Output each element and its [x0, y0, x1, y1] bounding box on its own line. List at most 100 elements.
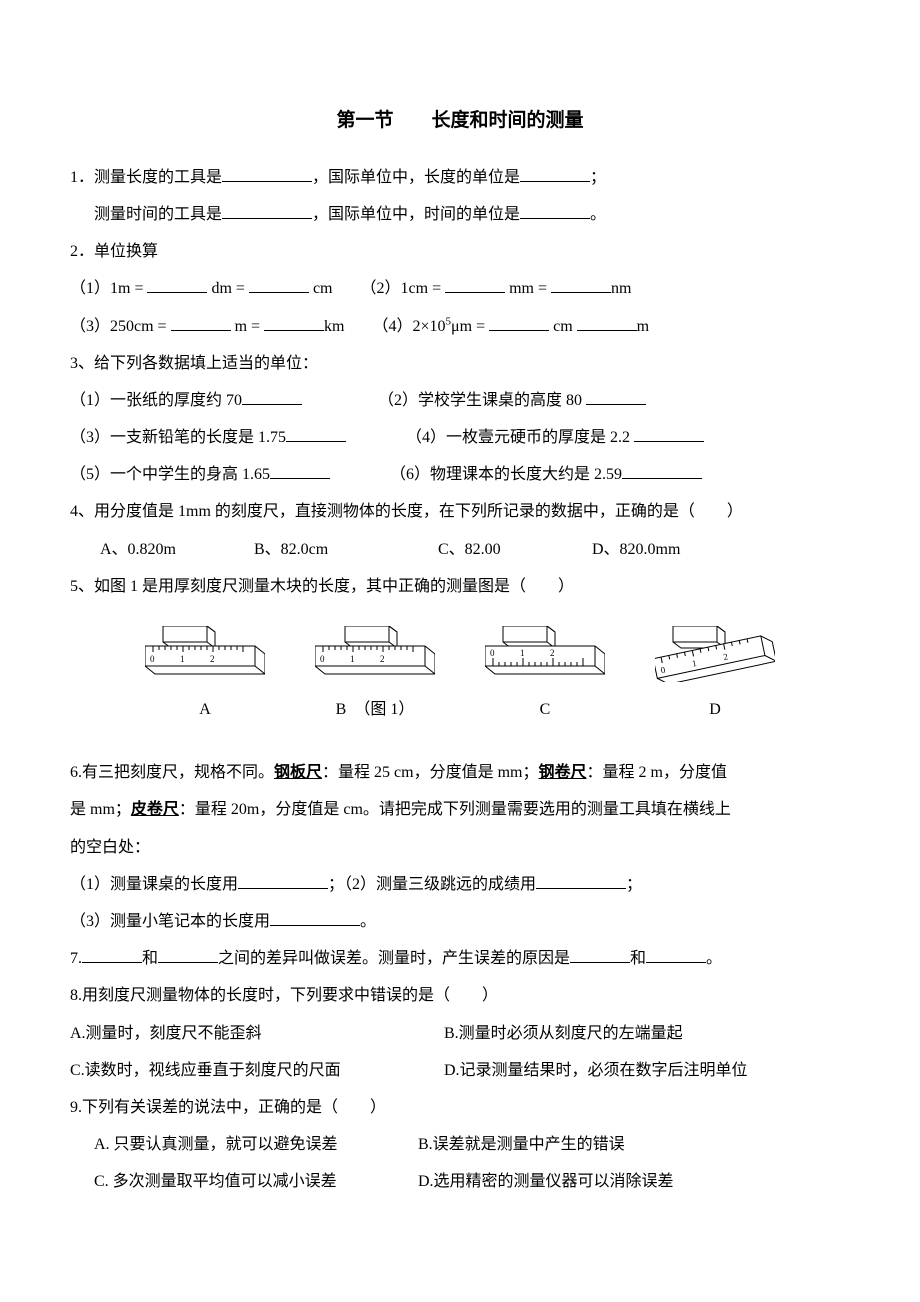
figure-c: 012: [485, 626, 605, 682]
fig-label-c: C: [485, 692, 605, 727]
q2-i1-mid: dm =: [211, 280, 244, 297]
q2-header: 2．单位换算: [70, 234, 850, 269]
q4-b: B、82.0cm: [254, 532, 434, 567]
q1-line1: 1．测量长度的工具是，国际单位中，长度的单位是；: [70, 160, 850, 195]
blank: [520, 218, 590, 219]
q6-p1b: ：量程 25 cm，分度值是 mm；: [322, 764, 538, 781]
q2-i3-mid: m =: [235, 318, 260, 335]
q2-row2: （3）250cm = m = km （4）2×105μm = cm m: [70, 309, 850, 344]
q1-l2-mid: ，国际单位中，时间的单位是: [312, 206, 520, 223]
q6-p1a: 6.有三把刻度尺，规格不同。: [70, 764, 274, 781]
blank: [646, 962, 706, 963]
ruler-d-svg: 012: [655, 626, 775, 682]
blank: [222, 218, 312, 219]
blank: [238, 888, 328, 889]
blank: [158, 962, 218, 963]
q3-i2: （2）学校学生课桌的高度 80: [386, 392, 582, 409]
q6-i2-end: ；: [626, 876, 642, 893]
q9-row2: C. 多次测量取平均值可以减小误差 D.选用精密的测量仪器可以消除误差: [70, 1164, 850, 1199]
q4-d: D、820.0mm: [592, 532, 680, 567]
q3-header: 3、给下列各数据填上适当的单位：: [70, 346, 850, 381]
figure-d: 012: [655, 626, 775, 682]
ruler-b-svg: 0 1 2: [315, 626, 435, 682]
svg-text:1: 1: [350, 654, 355, 664]
ruler-c-svg: 012: [485, 626, 605, 682]
q9-a: A. 只要认真测量，就可以避免误差: [94, 1127, 414, 1162]
svg-text:2: 2: [380, 654, 385, 664]
q6-line1: 6.有三把刻度尺，规格不同。钢板尺：量程 25 cm，分度值是 mm；钢卷尺：量…: [70, 755, 850, 790]
svg-text:0: 0: [320, 654, 325, 664]
blank: [586, 404, 646, 405]
q8-c: C.读数时，视线应垂直于刻度尺的尺面: [70, 1053, 440, 1088]
q8-row1: A.测量时，刻度尺不能歪斜 B.测量时必须从刻度尺的左端量起: [70, 1016, 850, 1051]
blank: [82, 962, 142, 963]
q2-i3-end: km: [324, 318, 344, 335]
q7-m3: 和: [630, 950, 646, 967]
q6-line2: 是 mm；皮卷尺：量程 20m，分度值是 cm。请把完成下列测量需要选用的测量工…: [70, 792, 850, 827]
q3-i6: （6）物理课本的长度大约是 2.59: [398, 466, 622, 483]
blank: [249, 292, 309, 293]
blank: [445, 292, 505, 293]
q4-c: C、82.00: [438, 532, 588, 567]
q4-text: 4、用分度值是 1mm 的刻度尺，直接测物体的长度，在下列所记录的数据中，正确的…: [70, 494, 850, 529]
blank: [634, 441, 704, 442]
q2-i4-unit: μm =: [451, 318, 485, 335]
q6-line3: 的空白处：: [70, 830, 850, 865]
fig-label-b: B （图 1）: [315, 692, 435, 727]
figure-labels: A B （图 1） C D: [70, 692, 850, 727]
q8-b: B.测量时必须从刻度尺的左端量起: [444, 1016, 683, 1051]
q6-line5: （3）测量小笔记本的长度用。: [70, 904, 850, 939]
q7-line: 7. 和 之间的差异叫做误差。测量时，产生误差的原因是 和 。: [70, 941, 850, 976]
q6-i1: （1）测量课桌的长度用: [70, 876, 238, 893]
q1-l2-pre: 测量时间的工具是: [94, 206, 222, 223]
q1-l1-end: ；: [590, 169, 606, 186]
q2-i2-pre: （2）1cm =: [369, 280, 442, 297]
page-title: 第一节 长度和时间的测量: [70, 100, 850, 142]
svg-text:1: 1: [520, 648, 525, 658]
ruler-a-svg: 012: [145, 626, 265, 682]
figure-b: 0 1 2: [315, 626, 435, 682]
svg-text:2: 2: [550, 648, 555, 658]
blank: [520, 181, 590, 182]
blank: [536, 888, 626, 889]
q9-b: B.误差就是测量中产生的错误: [418, 1127, 625, 1162]
q3-i5: （5）一个中学生的身高 1.65: [70, 466, 270, 483]
blank: [222, 181, 312, 182]
q7-m2: 之间的差异叫做误差。测量时，产生误差的原因是: [218, 950, 570, 967]
q6-i2: （2）测量三级跳远的成绩用: [344, 876, 536, 893]
q8-d: D.记录测量结果时，必须在数字后注明单位: [444, 1053, 748, 1088]
blank: [551, 292, 611, 293]
svg-text:1: 1: [180, 654, 185, 664]
q5-text: 5、如图 1 是用厚刻度尺测量木块的长度，其中正确的测量图是（ ）: [70, 569, 850, 604]
q3-row1: （1）一张纸的厚度约 70 （2）学校学生课桌的高度 80: [70, 383, 850, 418]
q6-s2: 钢卷尺: [538, 764, 586, 781]
fig-label-d: D: [655, 692, 775, 727]
q9-text: 9.下列有关误差的说法中，正确的是（ ）: [70, 1090, 850, 1125]
q2-i4-mid: cm: [553, 318, 573, 335]
q9-row1: A. 只要认真测量，就可以避免误差 B.误差就是测量中产生的错误: [70, 1127, 850, 1162]
svg-text:2: 2: [210, 654, 215, 664]
blank: [171, 330, 231, 331]
blank: [577, 330, 637, 331]
figure-a: 012: [145, 626, 265, 682]
q2-i2-mid: mm =: [509, 280, 547, 297]
q2-row1: （1）1m = dm = cm （2）1cm = mm = nm: [70, 271, 850, 306]
blank: [270, 478, 330, 479]
q6-s1: 钢板尺: [274, 764, 322, 781]
q1-l1-mid: ，国际单位中，长度的单位是: [312, 169, 520, 186]
q9-c: C. 多次测量取平均值可以减小误差: [94, 1164, 414, 1199]
q3-i3: （3）一支新铅笔的长度是 1.75: [70, 429, 286, 446]
q3-row2: （3）一支新铅笔的长度是 1.75 （4）一枚壹元硬币的厚度是 2.2: [70, 420, 850, 455]
q7-pre: 7.: [70, 950, 82, 967]
blank: [489, 330, 549, 331]
q2-i2-end: nm: [611, 280, 631, 297]
q8-text: 8.用刻度尺测量物体的长度时，下列要求中错误的是（ ）: [70, 978, 850, 1013]
blank: [286, 441, 346, 442]
q7-end: 。: [706, 950, 722, 967]
q3-i4: （4）一枚壹元硬币的厚度是 2.2: [414, 429, 630, 446]
blank: [622, 478, 702, 479]
q6-p2b: ：量程 20m，分度值是 cm。请把完成下列测量需要选用的测量工具填在横线上: [179, 801, 731, 818]
q2-i1-end: cm: [313, 280, 333, 297]
q7-m1: 和: [142, 950, 158, 967]
q1-line2: 测量时间的工具是，国际单位中，时间的单位是。: [70, 197, 850, 232]
